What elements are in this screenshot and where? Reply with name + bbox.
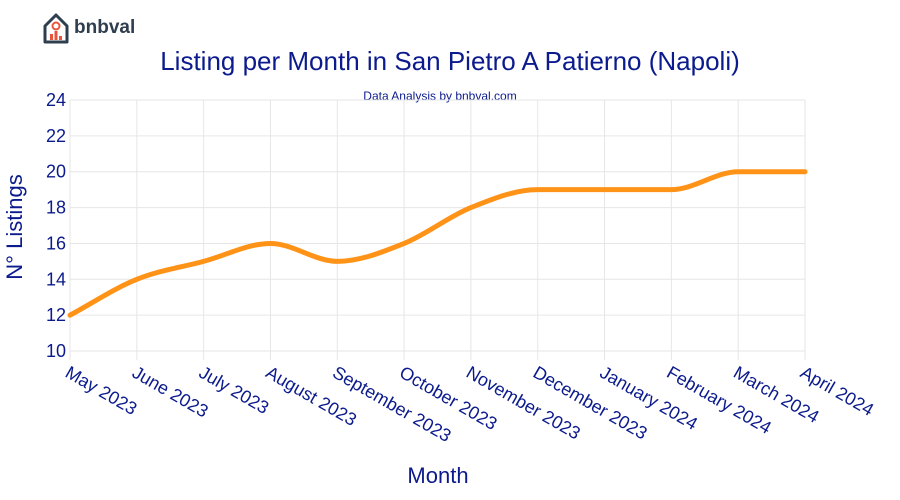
y-tick-label: 14 bbox=[46, 269, 66, 289]
y-tick-label: 10 bbox=[46, 341, 66, 361]
y-axis-title: N° Listings bbox=[2, 174, 27, 279]
y-tick-label: 16 bbox=[46, 233, 66, 253]
y-tick-label: 20 bbox=[46, 162, 66, 182]
y-tick-label: 18 bbox=[46, 198, 66, 218]
series-line bbox=[67, 169, 808, 318]
grid-lines bbox=[69, 99, 806, 360]
house-chart-icon bbox=[43, 13, 69, 44]
brand-logo: bnbval bbox=[42, 12, 135, 44]
chart-title: Listing per Month in San Pietro A Patier… bbox=[160, 46, 740, 76]
y-tick-label: 22 bbox=[46, 126, 66, 146]
x-tick-label: December 2023 bbox=[530, 362, 651, 443]
x-tick-label: November 2023 bbox=[463, 362, 584, 443]
x-tick-label: June 2023 bbox=[129, 362, 212, 421]
y-axis-ticks: 10 12 14 16 18 20 22 24 bbox=[46, 90, 66, 361]
brand-name: bnbval bbox=[74, 17, 136, 38]
y-tick-label: 24 bbox=[46, 90, 66, 110]
y-tick-label: 12 bbox=[46, 305, 66, 325]
x-tick-label: September 2023 bbox=[329, 362, 454, 446]
x-tick-label: May 2023 bbox=[62, 362, 140, 419]
x-axis-title: Month bbox=[407, 463, 468, 488]
